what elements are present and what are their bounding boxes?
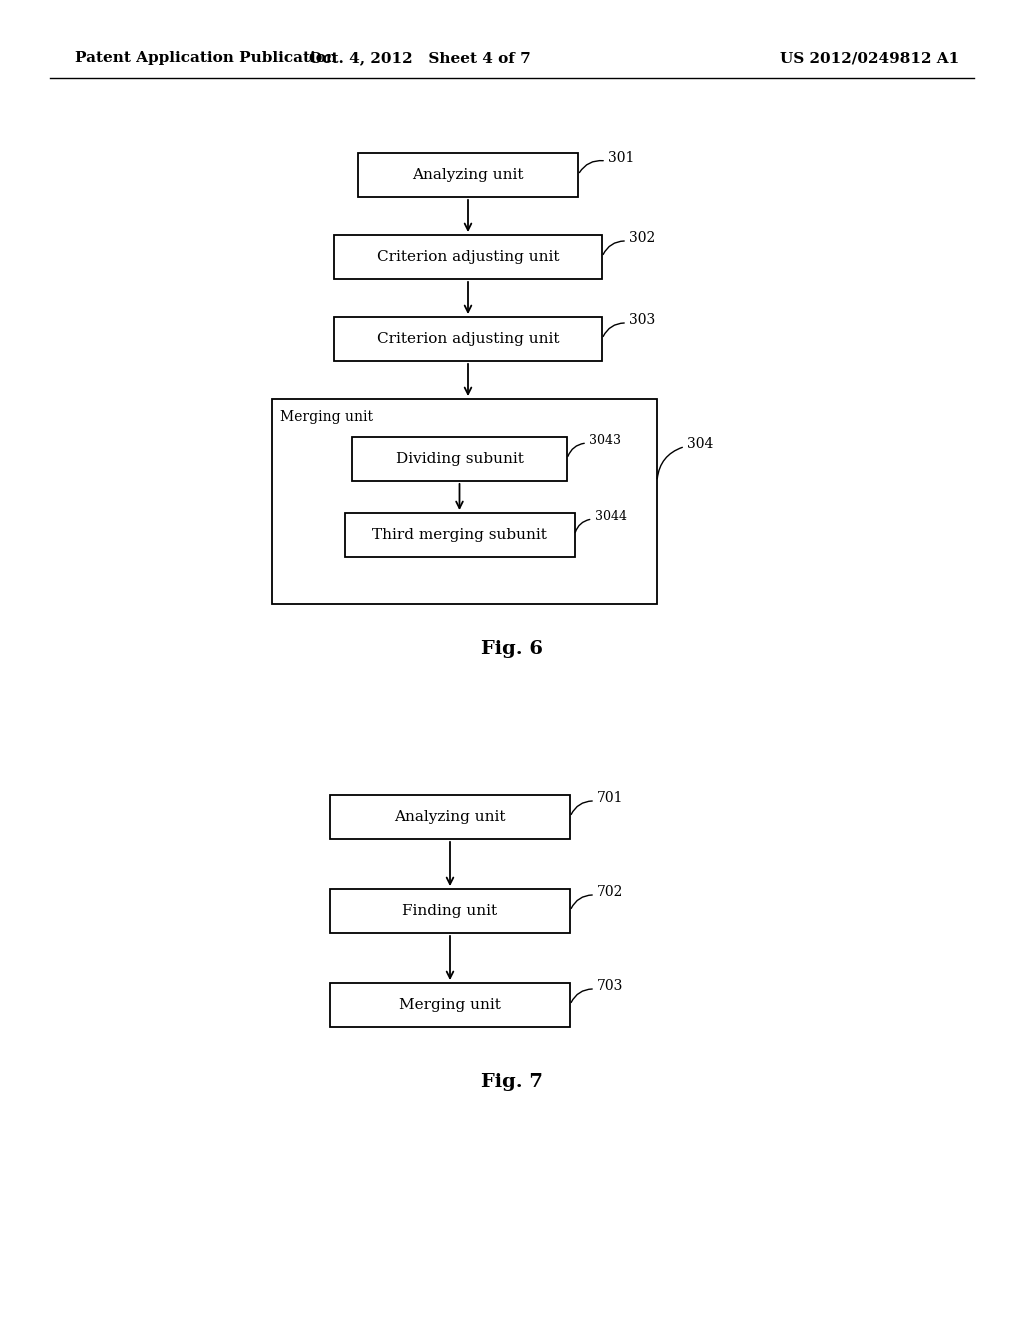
Bar xyxy=(272,399,657,605)
FancyArrowPatch shape xyxy=(603,242,625,255)
Bar xyxy=(330,888,570,933)
Text: 301: 301 xyxy=(608,150,635,165)
Text: Patent Application Publication: Patent Application Publication xyxy=(75,51,337,65)
FancyArrowPatch shape xyxy=(571,895,592,908)
Text: 702: 702 xyxy=(597,884,624,899)
Text: 703: 703 xyxy=(597,979,624,993)
Bar xyxy=(334,235,602,279)
Text: 302: 302 xyxy=(629,231,655,246)
Bar xyxy=(330,983,570,1027)
Text: Fig. 7: Fig. 7 xyxy=(481,1073,543,1092)
Text: Criterion adjusting unit: Criterion adjusting unit xyxy=(377,333,559,346)
Bar xyxy=(352,437,567,480)
FancyArrowPatch shape xyxy=(571,989,592,1002)
Text: 3044: 3044 xyxy=(595,510,627,523)
Text: Merging unit: Merging unit xyxy=(280,411,373,424)
Text: Finding unit: Finding unit xyxy=(402,904,498,917)
FancyArrowPatch shape xyxy=(571,801,592,814)
Text: Third merging subunit: Third merging subunit xyxy=(372,528,547,543)
FancyArrowPatch shape xyxy=(568,444,585,457)
Bar xyxy=(358,153,578,197)
FancyArrowPatch shape xyxy=(575,520,590,532)
Text: Analyzing unit: Analyzing unit xyxy=(394,810,506,824)
Text: 304: 304 xyxy=(687,437,714,450)
FancyArrowPatch shape xyxy=(603,323,625,337)
Text: Merging unit: Merging unit xyxy=(399,998,501,1012)
Text: Dividing subunit: Dividing subunit xyxy=(395,451,523,466)
Text: Oct. 4, 2012   Sheet 4 of 7: Oct. 4, 2012 Sheet 4 of 7 xyxy=(309,51,530,65)
Text: Fig. 6: Fig. 6 xyxy=(481,640,543,657)
FancyArrowPatch shape xyxy=(657,447,682,479)
Text: 3043: 3043 xyxy=(589,433,621,446)
Bar xyxy=(344,513,574,557)
FancyArrowPatch shape xyxy=(580,161,603,173)
Text: 701: 701 xyxy=(597,791,624,805)
Bar xyxy=(334,317,602,360)
Text: 303: 303 xyxy=(629,313,655,327)
Text: US 2012/0249812 A1: US 2012/0249812 A1 xyxy=(780,51,959,65)
Text: Analyzing unit: Analyzing unit xyxy=(413,168,523,182)
Bar xyxy=(330,795,570,840)
Text: Criterion adjusting unit: Criterion adjusting unit xyxy=(377,249,559,264)
